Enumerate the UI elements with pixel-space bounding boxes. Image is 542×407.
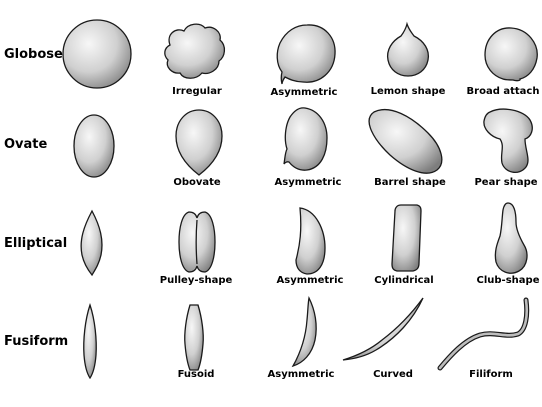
row-label-elliptical: Elliptical bbox=[4, 236, 68, 251]
label-asymmetric-elliptical: Asymmetric bbox=[276, 275, 344, 286]
irregular-shape bbox=[164, 23, 226, 79]
label-broad-attach: Broad attach bbox=[466, 86, 540, 97]
label-curved: Curved bbox=[373, 369, 413, 380]
pear-shape bbox=[483, 108, 533, 173]
ovate-shape bbox=[73, 114, 115, 178]
label-irregular: Irregular bbox=[172, 86, 222, 97]
cylindrical-shape bbox=[391, 204, 422, 272]
pulley-shape bbox=[178, 211, 216, 273]
label-barrel-shape: Barrel shape bbox=[374, 177, 446, 188]
asymmetric-fusiform-shape bbox=[291, 296, 317, 368]
broad-attach-shape bbox=[484, 27, 538, 82]
label-asymmetric-globose: Asymmetric bbox=[270, 87, 338, 98]
label-asymmetric-fusiform: Asymmetric bbox=[267, 369, 335, 380]
asymmetric-ovate-shape bbox=[283, 107, 328, 171]
label-pear-shape: Pear shape bbox=[474, 177, 538, 188]
asymmetric-elliptical-shape bbox=[295, 207, 326, 275]
elliptical-shape bbox=[80, 209, 103, 277]
lemon-shape bbox=[386, 21, 430, 77]
label-obovate: Obovate bbox=[173, 177, 221, 188]
fusoid-shape bbox=[184, 304, 204, 371]
label-pulley-shape: Pulley-shape bbox=[159, 275, 233, 286]
obovate-shape bbox=[175, 109, 223, 176]
row-label-fusiform: Fusiform bbox=[4, 334, 69, 349]
curved-shape bbox=[342, 297, 424, 361]
club-shape bbox=[494, 202, 528, 274]
pulley-groove bbox=[195, 219, 198, 265]
row-label-ovate: Ovate bbox=[4, 137, 48, 152]
label-club-shape: Club-shape bbox=[476, 275, 540, 286]
label-lemon-shape: Lemon shape bbox=[370, 86, 446, 97]
label-asymmetric-ovate: Asymmetric bbox=[274, 177, 342, 188]
row-label-globose: Globose bbox=[4, 47, 63, 62]
label-fusoid: Fusoid bbox=[177, 369, 215, 380]
barrel-shape bbox=[368, 108, 443, 174]
asymmetric-globose-shape bbox=[276, 24, 336, 85]
label-filiform: Filiform bbox=[469, 369, 513, 380]
fusiform-shape bbox=[83, 302, 97, 380]
label-cylindrical: Cylindrical bbox=[374, 275, 434, 286]
globose-shape bbox=[62, 19, 132, 89]
filiform-shape-inner bbox=[438, 298, 529, 370]
